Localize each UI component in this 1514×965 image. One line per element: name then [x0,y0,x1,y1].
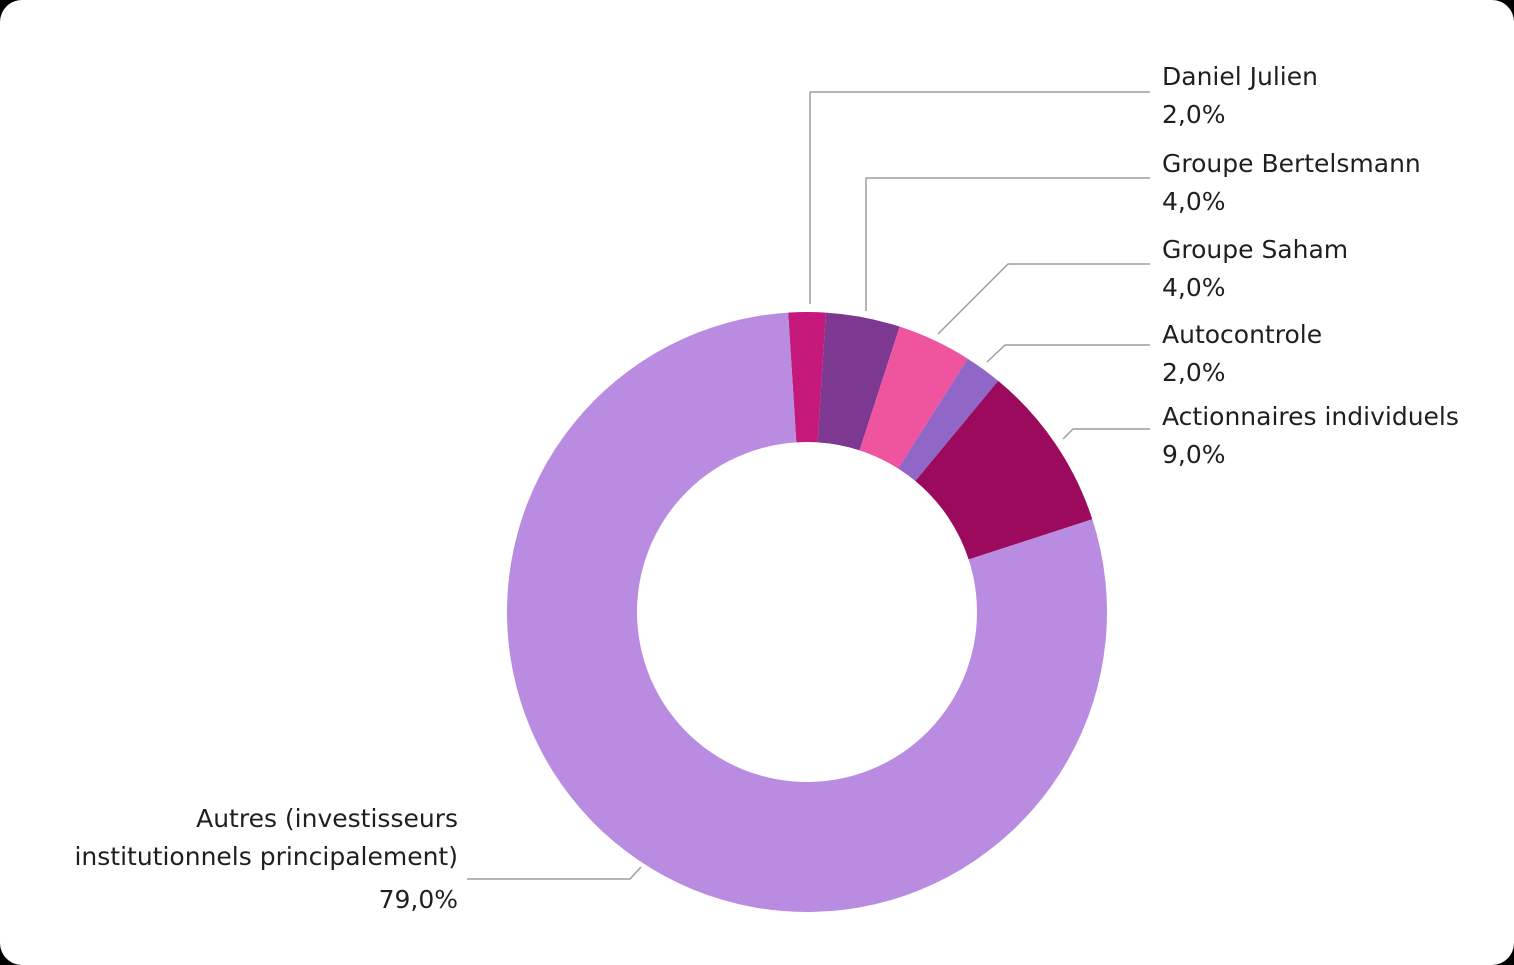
leader-line-daniel-julien [809,91,1150,304]
slice-value: 4,0% [1162,187,1226,216]
slice-value: 4,0% [1162,273,1226,302]
donut-slice-actionnaires-individuels [915,380,1093,560]
donut-slice-autocontrole [898,358,999,482]
donut-slice-daniel-julien [788,311,826,443]
donut-slice-autres [506,312,1107,912]
slice-callout-daniel-julien: Daniel Julien 2,0% [1162,58,1318,134]
slice-label: Actionnaires individuels [1162,402,1459,431]
leader-line-groupe-bertelsmann [865,177,1150,311]
leader-line-autres [467,866,642,880]
slice-value: 79,0% [378,885,458,914]
leader-line-groupe-saham [937,263,1150,335]
slice-label: Daniel Julien [1162,62,1318,91]
slice-label: Autres (investisseurs institutionnels pr… [74,804,458,871]
slice-label: Autocontrole [1162,320,1323,349]
donut-slice-groupe-bertelsmann [817,312,900,451]
slice-callout-groupe-bertelsmann: Groupe Bertelsmann 4,0% [1162,145,1421,221]
slice-value: 2,0% [1162,358,1226,387]
leader-line-autocontrole [986,344,1150,363]
slice-callout-autocontrole: Autocontrole 2,0% [1162,316,1322,392]
slice-value: 9,0% [1162,440,1226,469]
slice-callout-groupe-saham: Groupe Saham 4,0% [1162,231,1348,307]
slice-callout-autres: Autres (investisseurs institutionnels pr… [28,800,458,919]
leader-line-actionnaires-individuels [1062,428,1150,440]
donut-slice-groupe-saham [859,326,968,469]
slice-label: Groupe Saham [1162,235,1349,264]
slice-label: Groupe Bertelsmann [1162,149,1421,178]
slice-callout-actionnaires-individuels: Actionnaires individuels 9,0% [1162,398,1459,474]
slice-value: 2,0% [1162,100,1226,129]
